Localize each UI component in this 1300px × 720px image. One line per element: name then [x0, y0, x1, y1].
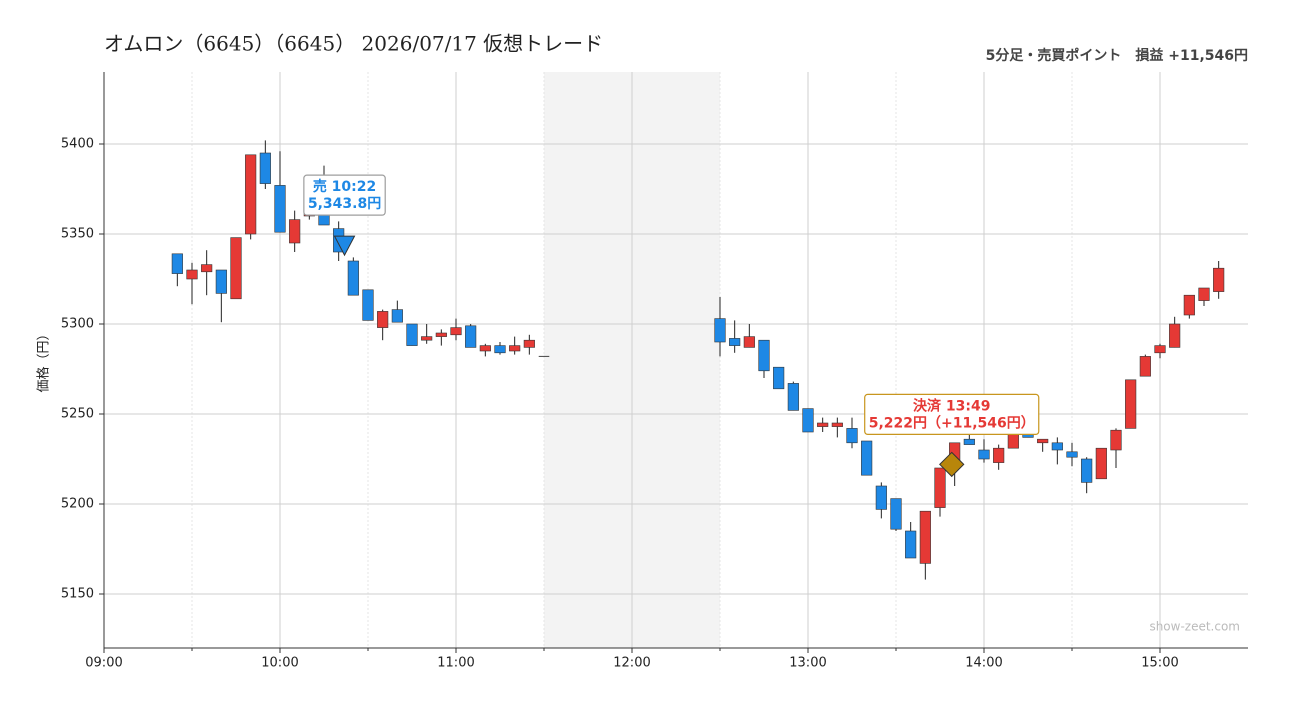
annotation-box — [303, 174, 386, 216]
candle-body — [905, 530, 917, 559]
candle-body — [1183, 294, 1195, 316]
candle-body — [963, 438, 975, 445]
candle-body — [230, 237, 242, 300]
candle-body — [978, 449, 990, 460]
candle-body — [362, 289, 374, 321]
candle-body — [435, 332, 447, 337]
candle-body — [274, 185, 286, 233]
candle-body — [289, 219, 301, 244]
annotation-price: 5,343.8円 — [308, 196, 381, 212]
x-tick-label: 10:00 — [261, 656, 298, 671]
candle-body — [1081, 458, 1093, 483]
candle-body — [347, 260, 359, 296]
y-tick-label: 5350 — [61, 227, 94, 242]
candle-body — [846, 428, 858, 444]
y-axis-label: 価格（円） — [36, 327, 52, 392]
candle-body — [1037, 438, 1049, 444]
candle-body — [215, 269, 227, 294]
candle-body — [831, 422, 843, 427]
candle-body — [1213, 267, 1225, 292]
trade-marker — [333, 235, 356, 257]
candle-body — [201, 264, 213, 273]
trade-marker — [939, 451, 965, 478]
chart-subtitle: 5分足・売買ポイント 損益 +11,546円 — [986, 47, 1248, 64]
candle-body — [465, 325, 477, 348]
candle-body — [450, 327, 462, 336]
candle-body — [934, 467, 946, 508]
candle-body — [377, 311, 389, 328]
candle-body — [1095, 447, 1107, 480]
annotation-box — [864, 393, 1040, 435]
x-tick-label: 14:00 — [965, 656, 1002, 671]
candle-body — [919, 510, 931, 564]
candle-body — [714, 318, 726, 343]
annotation-price: 5,222円（+11,546円） — [869, 415, 1035, 431]
y-tick-label: 5200 — [61, 497, 94, 512]
candle-body — [817, 422, 829, 427]
candle-body — [509, 345, 521, 352]
candle-body — [1139, 356, 1151, 377]
y-tick-label: 5300 — [61, 317, 94, 332]
watermark: show-zeet.com — [1149, 620, 1240, 634]
candle-body — [1169, 323, 1181, 348]
y-tick-label: 5150 — [61, 587, 94, 602]
candle-body — [479, 345, 491, 352]
candle-body — [1110, 429, 1122, 451]
annotation-label: 決済 13:49 — [913, 397, 990, 414]
candle-body — [259, 152, 271, 184]
x-tick-label: 13:00 — [789, 656, 826, 671]
x-tick-label: 12:00 — [613, 656, 650, 671]
candle-body — [1125, 379, 1137, 429]
candle-body — [1198, 287, 1210, 301]
candle-body — [890, 498, 902, 530]
candle-body — [391, 309, 403, 323]
candle-body — [743, 336, 755, 348]
candle-body — [758, 339, 770, 372]
candle-body — [421, 336, 433, 341]
candle-body — [773, 366, 785, 390]
candle-body — [245, 154, 257, 235]
annotation-label: 売 10:22 — [313, 178, 376, 195]
x-tick-label: 15:00 — [1141, 656, 1178, 671]
candle-body — [406, 323, 418, 346]
candle-body — [993, 447, 1005, 463]
candle-body — [875, 485, 887, 510]
candle-body — [787, 383, 799, 411]
candle-body — [1066, 451, 1078, 458]
candle-body — [523, 339, 535, 348]
candle-body — [1154, 345, 1166, 354]
candle-body — [729, 338, 741, 346]
candle-body — [171, 253, 183, 274]
candle-body — [802, 408, 814, 433]
y-tick-label: 5250 — [61, 407, 94, 422]
candle-body — [1051, 442, 1063, 451]
candle-body — [186, 269, 198, 280]
candle-body — [494, 345, 506, 354]
x-tick-label: 09:00 — [85, 656, 122, 671]
chart-title: オムロン（6645）（6645） 2026/07/17 仮想トレード — [104, 32, 603, 56]
candle-body — [861, 440, 873, 476]
y-tick-label: 5400 — [61, 137, 94, 152]
x-tick-label: 11:00 — [437, 656, 474, 671]
